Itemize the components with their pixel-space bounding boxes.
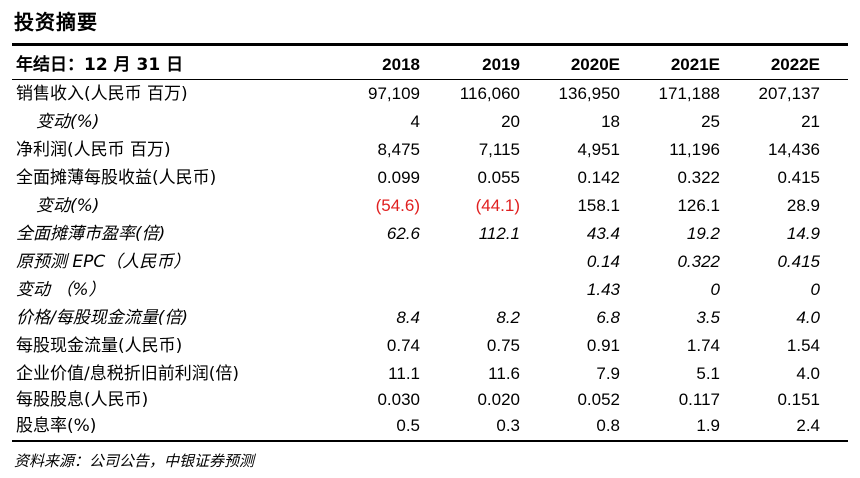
cell: 0.3 bbox=[496, 416, 520, 435]
cell: 25 bbox=[701, 112, 720, 131]
cell: 6.8 bbox=[596, 308, 620, 327]
cell: 43.4 bbox=[586, 224, 620, 243]
cell: 116,060 bbox=[459, 84, 520, 103]
cell: 158.1 bbox=[577, 196, 620, 215]
row-label: 企业价值/息税折旧前利润(倍) bbox=[16, 364, 239, 384]
row-label: 全面摊薄市盈率(倍) bbox=[16, 224, 166, 244]
cell: 0.030 bbox=[377, 390, 420, 409]
top-rule bbox=[12, 43, 848, 46]
row-label: 变动(%) bbox=[36, 196, 100, 216]
row-label: 全面摊薄每股收益(人民币) bbox=[16, 168, 217, 188]
table-row: 净利润(人民币 百万) 8,475 7,115 4,951 11,196 14,… bbox=[12, 136, 848, 164]
row-label: 销售收入(人民币 百万) bbox=[16, 84, 188, 104]
table-row: 股息率(%) 0.5 0.3 0.8 1.9 2.4 bbox=[12, 412, 848, 440]
cell: 1.74 bbox=[686, 336, 720, 355]
cell: 11,196 bbox=[669, 140, 720, 159]
cell: 0.415 bbox=[777, 168, 820, 187]
year-header: 2018 bbox=[382, 55, 420, 74]
year-header: 2019 bbox=[482, 55, 520, 74]
row-label: 每股股息(人民币) bbox=[16, 390, 149, 410]
cell: 18 bbox=[601, 112, 620, 131]
row-label: 股息率(%) bbox=[16, 416, 97, 436]
page-title: 投资摘要 bbox=[14, 10, 98, 34]
cell: 0 bbox=[810, 280, 820, 299]
cell: 0.142 bbox=[577, 168, 620, 187]
cell: 4.0 bbox=[796, 364, 820, 383]
cell: 0.322 bbox=[677, 252, 720, 271]
cell: 0.14 bbox=[586, 252, 620, 271]
cell: 0.099 bbox=[377, 168, 420, 187]
cell: 14,436 bbox=[768, 140, 820, 159]
cell: 21 bbox=[801, 112, 820, 131]
row-label: 原预测 EPC（人民币） bbox=[16, 252, 191, 272]
table-row: 变动 （%） 1.43 0 0 bbox=[12, 276, 848, 304]
cell: 1.43 bbox=[586, 280, 620, 299]
cell: 4.0 bbox=[796, 308, 820, 327]
cell: 0 bbox=[710, 280, 720, 299]
row-label: 价格/每股现金流量(倍) bbox=[16, 308, 188, 328]
cell: 171,188 bbox=[658, 84, 720, 103]
cell: 126.1 bbox=[677, 196, 720, 215]
negative-cell: (44.1) bbox=[475, 196, 520, 215]
cell: 1.9 bbox=[696, 416, 720, 435]
year-header: 2021E bbox=[670, 55, 720, 74]
cell: 0.75 bbox=[486, 336, 520, 355]
cell: 2.4 bbox=[796, 416, 820, 435]
year-header: 2020E bbox=[570, 55, 620, 74]
source-note: 资料来源：公司公告，中银证券预测 bbox=[14, 452, 255, 470]
row-label: 每股现金流量(人民币) bbox=[16, 336, 183, 356]
cell: 0.415 bbox=[777, 252, 820, 271]
cell: 112.1 bbox=[478, 224, 520, 243]
cell: 0.055 bbox=[477, 168, 520, 187]
cell: 14.9 bbox=[786, 224, 820, 243]
cell: 0.151 bbox=[777, 390, 820, 409]
table-row: 企业价值/息税折旧前利润(倍) 11.1 11.6 7.9 5.1 4.0 bbox=[12, 360, 848, 388]
cell: 28.9 bbox=[786, 196, 820, 215]
cell: 0.91 bbox=[586, 336, 620, 355]
cell: 8.4 bbox=[396, 308, 420, 327]
cell: 3.5 bbox=[696, 308, 720, 327]
table-row: 变动(%) 4 20 18 25 21 bbox=[12, 108, 848, 136]
cell: 0.74 bbox=[386, 336, 420, 355]
table-row: 价格/每股现金流量(倍) 8.4 8.2 6.8 3.5 4.0 bbox=[12, 304, 848, 332]
table-row: 全面摊薄市盈率(倍) 62.6 112.1 43.4 19.2 14.9 bbox=[12, 220, 848, 248]
table-row: 每股现金流量(人民币) 0.74 0.75 0.91 1.74 1.54 bbox=[12, 332, 848, 360]
cell: 7,115 bbox=[478, 140, 520, 159]
cell: 4 bbox=[410, 112, 420, 131]
row-label: 变动(%) bbox=[36, 112, 100, 132]
table-row: 每股股息(人民币) 0.030 0.020 0.052 0.117 0.151 bbox=[12, 386, 848, 414]
table-row: 原预测 EPC（人民币） 0.14 0.322 0.415 bbox=[12, 248, 848, 276]
cell: 62.6 bbox=[386, 224, 420, 243]
cell: 0.020 bbox=[477, 390, 520, 409]
cell: 136,950 bbox=[558, 84, 620, 103]
cell: 0.322 bbox=[677, 168, 720, 187]
cell: 20 bbox=[501, 112, 520, 131]
header-rule bbox=[12, 79, 848, 80]
cell: 11.6 bbox=[488, 364, 520, 383]
table-row: 变动(%) (54.6) (44.1) 158.1 126.1 28.9 bbox=[12, 192, 848, 220]
row-label: 变动 （%） bbox=[16, 280, 106, 300]
header-row: 年结日：12 月 31 日 2018 2019 2020E 2021E 2022… bbox=[12, 51, 848, 79]
cell: 0.5 bbox=[396, 416, 420, 435]
cell: 97,109 bbox=[368, 84, 420, 103]
cell: 11.1 bbox=[388, 364, 420, 383]
table-row: 销售收入(人民币 百万) 97,109 116,060 136,950 171,… bbox=[12, 80, 848, 108]
cell: 1.54 bbox=[786, 336, 820, 355]
cell: 207,137 bbox=[758, 84, 820, 103]
cell: 19.2 bbox=[686, 224, 720, 243]
year-header: 2022E bbox=[770, 55, 820, 74]
cell: 0.8 bbox=[596, 416, 620, 435]
cell: 0.052 bbox=[577, 390, 620, 409]
cell: 4,951 bbox=[577, 140, 620, 159]
table-row: 全面摊薄每股收益(人民币) 0.099 0.055 0.142 0.322 0.… bbox=[12, 164, 848, 192]
cell: 7.9 bbox=[596, 364, 620, 383]
cell: 0.117 bbox=[678, 390, 720, 409]
cell: 8,475 bbox=[377, 140, 420, 159]
negative-cell: (54.6) bbox=[375, 196, 420, 215]
row-label: 净利润(人民币 百万) bbox=[16, 140, 171, 160]
bottom-rule bbox=[12, 440, 848, 442]
cell: 8.2 bbox=[496, 308, 520, 327]
cell: 5.1 bbox=[696, 364, 720, 383]
header-label: 年结日：12 月 31 日 bbox=[16, 55, 184, 75]
